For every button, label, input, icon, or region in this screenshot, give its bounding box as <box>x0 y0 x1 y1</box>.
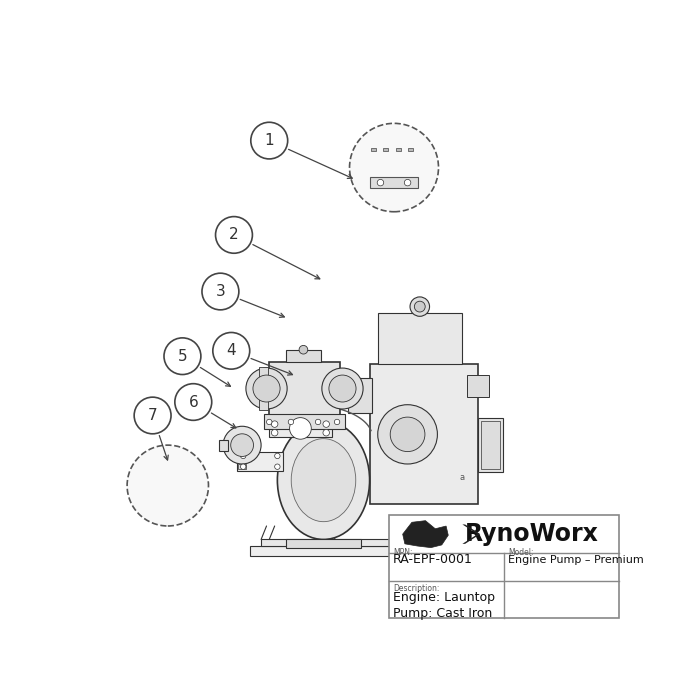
Bar <box>348 378 372 413</box>
Text: RynoWorx: RynoWorx <box>465 522 598 546</box>
Circle shape <box>378 405 438 464</box>
Circle shape <box>213 332 250 369</box>
Circle shape <box>405 179 411 186</box>
Text: Description:: Description: <box>393 584 440 594</box>
Circle shape <box>127 445 209 526</box>
Polygon shape <box>402 521 448 547</box>
Bar <box>251 546 489 556</box>
Bar <box>286 540 361 547</box>
Bar <box>260 367 267 410</box>
Circle shape <box>164 338 201 374</box>
Text: 6: 6 <box>188 395 198 409</box>
Bar <box>468 375 489 397</box>
Circle shape <box>272 430 278 436</box>
Circle shape <box>246 368 287 409</box>
Text: MPN:: MPN: <box>393 547 413 556</box>
Text: RA-EPF-0001: RA-EPF-0001 <box>393 553 473 566</box>
Bar <box>407 148 413 151</box>
Bar <box>378 313 462 364</box>
Circle shape <box>315 419 321 425</box>
Circle shape <box>253 375 280 402</box>
Polygon shape <box>463 524 480 544</box>
Bar <box>270 420 332 437</box>
Circle shape <box>290 418 312 439</box>
Bar <box>261 540 478 546</box>
Bar <box>286 350 321 362</box>
Ellipse shape <box>277 421 370 540</box>
Circle shape <box>202 273 239 310</box>
Bar <box>238 464 246 470</box>
Text: Engine: Launtop: Engine: Launtop <box>393 591 495 604</box>
Bar <box>219 440 228 451</box>
Circle shape <box>288 419 294 425</box>
Circle shape <box>272 421 278 427</box>
Circle shape <box>349 123 438 211</box>
Circle shape <box>231 434 253 456</box>
Circle shape <box>223 426 261 464</box>
Ellipse shape <box>291 439 356 522</box>
Text: 1: 1 <box>265 133 274 148</box>
Circle shape <box>299 345 308 354</box>
Bar <box>237 452 283 471</box>
Circle shape <box>414 301 425 312</box>
Circle shape <box>323 430 330 436</box>
Text: Model:: Model: <box>508 547 534 556</box>
Circle shape <box>390 417 425 452</box>
Text: a: a <box>459 473 464 482</box>
Bar <box>389 515 619 617</box>
Text: 5: 5 <box>178 349 188 364</box>
Circle shape <box>335 419 339 425</box>
Bar <box>371 148 376 151</box>
Text: 2: 2 <box>229 228 239 242</box>
Circle shape <box>251 122 288 159</box>
Bar <box>370 364 478 505</box>
Bar <box>370 177 419 188</box>
Bar <box>478 418 503 472</box>
Circle shape <box>274 464 280 470</box>
Circle shape <box>322 368 363 409</box>
Circle shape <box>241 464 246 470</box>
Circle shape <box>134 397 171 434</box>
Circle shape <box>175 384 211 420</box>
Circle shape <box>377 179 384 186</box>
Circle shape <box>323 421 330 427</box>
Text: 7: 7 <box>148 408 158 423</box>
Bar <box>264 414 345 429</box>
Circle shape <box>216 216 253 253</box>
Bar <box>395 148 401 151</box>
Circle shape <box>329 375 356 402</box>
Circle shape <box>241 453 246 459</box>
Circle shape <box>274 453 280 459</box>
Text: 3: 3 <box>216 284 225 299</box>
Circle shape <box>267 419 272 425</box>
Bar <box>481 421 500 470</box>
Text: Engine Pump – Premium: Engine Pump – Premium <box>508 554 644 565</box>
Bar <box>383 148 388 151</box>
Text: 4: 4 <box>227 343 236 358</box>
Text: Pump: Cast Iron: Pump: Cast Iron <box>393 606 492 620</box>
Bar <box>270 362 340 416</box>
Circle shape <box>410 297 430 316</box>
